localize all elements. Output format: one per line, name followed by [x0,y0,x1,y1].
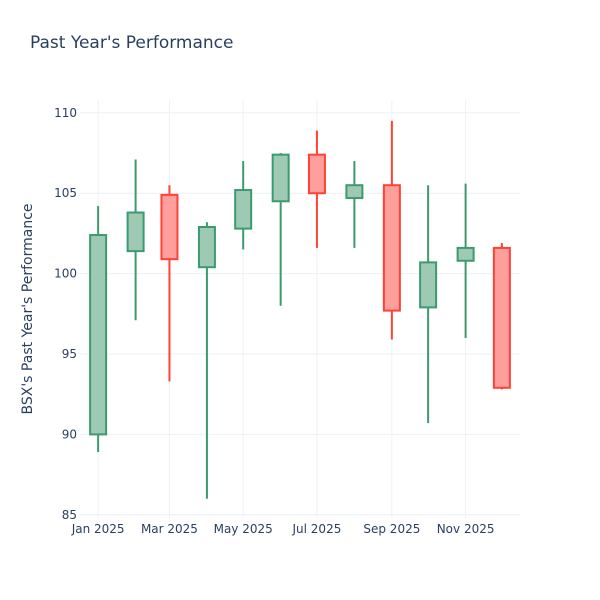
candle-decreasing [382,120,401,340]
candle-increasing [419,185,438,424]
y-tick-label: 110 [54,106,77,120]
candle-body [456,246,475,262]
x-tick-label: May 2025 [214,522,273,536]
y-tick-label: 85 [62,508,77,522]
candle-increasing [271,153,290,306]
candle-decreasing [160,185,179,382]
x-tick-label: Nov 2025 [437,522,495,536]
candle-body [271,153,290,203]
y-tick-label: 90 [62,427,77,441]
candle-increasing [126,159,145,321]
candle-increasing [197,222,216,499]
x-tick-label: Jul 2025 [292,522,342,536]
y-tick-label: 95 [62,347,77,361]
candle-increasing [89,206,108,453]
x-tick-label: Mar 2025 [141,522,198,536]
x-tick-label: Sep 2025 [363,522,420,536]
candle-increasing [456,183,475,338]
candle-body [419,261,438,309]
candle-body [234,189,253,230]
candle-increasing [234,161,253,250]
candle-body [126,211,145,253]
candle-body [345,184,364,200]
candle-body [197,226,216,269]
candle-increasing [345,161,364,248]
candle-decreasing [492,243,511,390]
candle-decreasing [307,130,326,248]
x-tick-label: Jan 2025 [71,522,125,536]
candle-body [382,184,401,312]
candle-body [307,153,326,195]
candle-body [492,246,511,389]
y-tick-label: 105 [54,186,77,200]
chart-title: Past Year's Performance [30,33,234,53]
candle-body [160,193,179,261]
y-tick-label: 100 [54,267,77,281]
y-axis-label: BSX's Past Year's Performance [20,203,36,414]
candle-body [89,234,108,436]
